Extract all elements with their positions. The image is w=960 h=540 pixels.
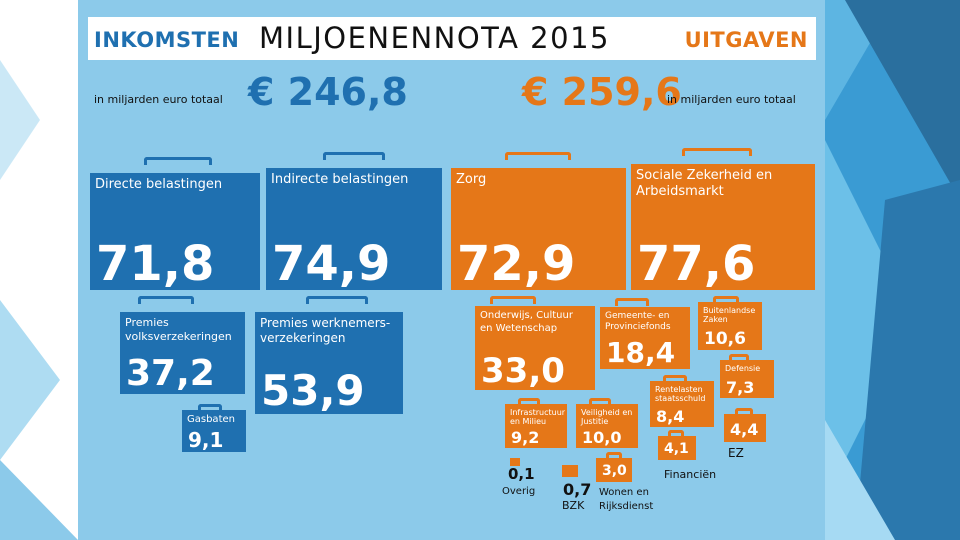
item-name: Indirecte belastingen — [271, 172, 409, 187]
suitcase-handle — [198, 404, 222, 412]
suitcase-handle — [589, 398, 611, 406]
item-name: Premies volksverzekeringen — [125, 316, 232, 343]
left-decoration-shapes — [0, 60, 78, 540]
right-triangle-4 — [855, 180, 960, 540]
bzk-value: 0,7 — [563, 480, 592, 499]
item-name: Veiligheid en Justitie — [581, 408, 633, 427]
expenses-rentelasten: Rentelasten staatsschuld 8,4 — [650, 381, 714, 427]
bzk-label: BZK — [562, 499, 585, 512]
title-expenses: UITGAVEN — [684, 28, 808, 52]
suitcase-handle — [323, 152, 385, 160]
expenses-buitenlandse-zaken: Buitenlandse Zaken 10,6 — [698, 302, 762, 350]
right-triangle-3 — [825, 140, 915, 500]
suitcase-handle — [490, 296, 536, 304]
infographic: INKOMSTEN MILJOENENNOTA 2015 UITGAVEN in… — [78, 0, 825, 540]
income-indirecte-belastingen: Indirecte belastingen 74,9 — [266, 168, 442, 290]
income-gasbaten: Gasbaten 9,1 — [182, 410, 246, 452]
title-income: INKOMSTEN — [94, 28, 240, 52]
expenses-total-label: in miljarden euro totaal — [667, 93, 796, 106]
item-name: Infrastructuur en Milieu — [510, 408, 566, 427]
expenses-wonen-rijksdienst: 3,0 — [596, 458, 632, 482]
item-value: 4,4 — [730, 420, 759, 439]
suitcase-handle — [306, 296, 368, 304]
overig-value: 0,1 — [508, 465, 535, 483]
title-bar: INKOMSTEN MILJOENENNOTA 2015 UITGAVEN — [88, 17, 816, 60]
left-decoration — [0, 0, 78, 540]
suitcase-handle — [138, 296, 194, 304]
expenses-overig-suitcase — [510, 458, 520, 466]
item-value: 8,4 — [656, 407, 685, 426]
item-name: Premies werknemers- verzekeringen — [260, 316, 391, 345]
suitcase-handle — [668, 430, 684, 438]
item-name: Defensie — [725, 364, 761, 373]
item-name: Directe belastingen — [95, 177, 223, 192]
item-value: 18,4 — [606, 336, 676, 369]
suitcase-handle — [144, 157, 212, 165]
left-triangle-2 — [0, 300, 60, 460]
expenses-zorg: Zorg 72,9 — [451, 168, 626, 290]
income-total: € 246,8 — [248, 70, 408, 114]
right-decoration — [825, 0, 960, 540]
suitcase-handle — [713, 296, 739, 304]
ez-label: EZ — [728, 446, 744, 460]
left-triangle-3 — [0, 460, 78, 540]
title-main: MILJOENENNOTA 2015 — [259, 21, 610, 55]
suitcase-handle — [735, 408, 753, 416]
expenses-ez: 4,4 — [724, 414, 766, 442]
expenses-infrastructuur: Infrastructuur en Milieu 9,2 — [505, 404, 567, 448]
item-value: 77,6 — [637, 236, 756, 292]
suitcase-handle — [606, 452, 622, 460]
suitcase-handle — [505, 152, 571, 160]
item-value: 53,9 — [261, 366, 365, 415]
item-name: Sociale Zekerheid en Arbeidsmarkt — [636, 168, 773, 200]
item-value: 71,8 — [96, 236, 215, 292]
left-triangle-1 — [0, 60, 40, 180]
suitcase-handle — [615, 298, 649, 306]
suitcase-handle — [663, 375, 687, 383]
expenses-defensie: Defensie 7,3 — [720, 360, 774, 398]
item-value: 10,6 — [704, 329, 746, 349]
item-value: 4,1 — [664, 441, 689, 457]
item-value: 72,9 — [457, 236, 576, 292]
right-decoration-shapes — [825, 0, 960, 540]
item-value: 7,3 — [726, 378, 755, 397]
suitcase-handle — [729, 354, 749, 362]
overig-label: Overig — [502, 486, 536, 497]
expenses-bzk-suitcase — [562, 465, 578, 477]
right-triangle-2 — [845, 0, 960, 200]
item-name: Rentelasten staatsschuld — [655, 385, 706, 404]
item-name: Gasbaten — [187, 414, 235, 425]
item-value: 74,9 — [272, 236, 391, 292]
right-triangle-5 — [825, 420, 895, 540]
item-name: Zorg — [456, 172, 487, 187]
suitcase-handle — [518, 398, 540, 406]
income-total-label: in miljarden euro totaal — [94, 93, 223, 106]
item-value: 3,0 — [602, 463, 627, 479]
expenses-financien: 4,1 — [658, 436, 696, 460]
item-name: Buitenlandse Zaken — [703, 306, 756, 325]
item-value: 10,0 — [582, 428, 622, 447]
income-directe-belastingen: Directe belastingen 71,8 — [90, 173, 260, 290]
wonen-rijksdienst-label: Wonen en Rijksdienst — [599, 487, 654, 512]
expenses-sociale-zekerheid: Sociale Zekerheid en Arbeidsmarkt 77,6 — [631, 164, 815, 290]
suitcase-handle — [682, 148, 752, 156]
expenses-veiligheid: Veiligheid en Justitie 10,0 — [576, 404, 638, 448]
financien-label: Financiën — [664, 468, 717, 481]
income-premies-volksverzekeringen: Premies volksverzekeringen 37,2 — [120, 312, 245, 394]
expenses-onderwijs: Onderwijs, Cultuur en Wetenschap 33,0 — [475, 306, 595, 390]
expenses-total: € 259,6 — [522, 70, 682, 114]
income-premies-werknemersverzekeringen: Premies werknemers- verzekeringen 53,9 — [255, 312, 403, 414]
item-name: Gemeente- en Provinciefonds — [605, 311, 671, 333]
item-value: 33,0 — [481, 351, 565, 391]
item-name: Onderwijs, Cultuur en Wetenschap — [480, 310, 573, 334]
item-value: 9,1 — [188, 428, 224, 452]
item-value: 37,2 — [126, 353, 215, 394]
expenses-gemeentefonds: Gemeente- en Provinciefonds 18,4 — [600, 307, 690, 369]
item-value: 9,2 — [511, 428, 540, 447]
